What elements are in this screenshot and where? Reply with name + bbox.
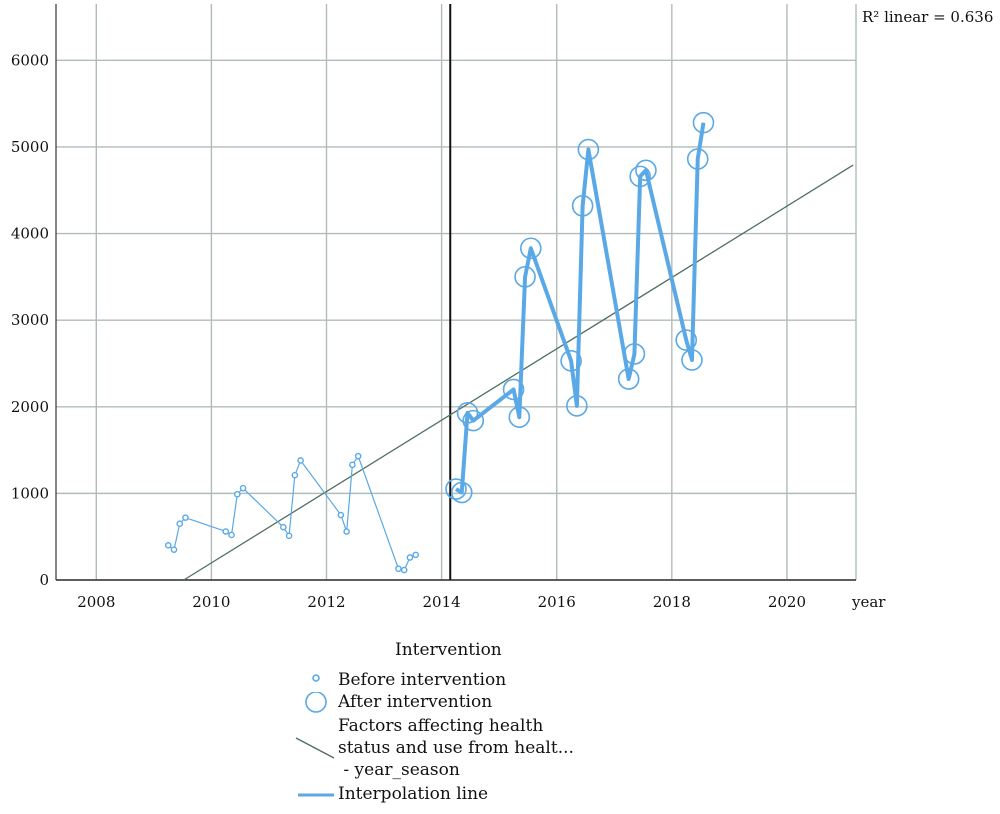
- data-point-before: [297, 457, 304, 464]
- linear-fit-line: [183, 164, 854, 581]
- data-point-after: [692, 111, 715, 134]
- data-point-before: [233, 490, 241, 498]
- large-circle-marker-icon: [305, 692, 327, 713]
- interpolation-line-after: [454, 122, 706, 495]
- x-tick-label: 2020: [768, 593, 806, 611]
- interpolation-line-before: [167, 455, 416, 571]
- data-point-before: [343, 528, 350, 535]
- fit-line-swatch-icon: [295, 737, 335, 759]
- y-tick-label: 2000: [11, 398, 49, 416]
- x-tick-label: 2014: [423, 593, 461, 611]
- grid-lines: [56, 4, 857, 581]
- legend-label-before: Before intervention: [338, 670, 507, 690]
- data-point-before: [337, 511, 345, 519]
- data-point-after: [571, 195, 594, 217]
- legend-label-fit-line3: - year_season: [338, 760, 460, 780]
- data-point-after: [577, 138, 600, 161]
- legend-label-fit-line2: status and use from healt...: [338, 738, 574, 758]
- data-point-before: [228, 531, 235, 539]
- data-point-after: [617, 368, 640, 390]
- data-point-before: [349, 461, 356, 469]
- data-point-before: [285, 532, 293, 540]
- interpolation-swatch-icon: [298, 793, 334, 797]
- data-point-after: [623, 343, 646, 365]
- data-point-after: [462, 409, 485, 432]
- data-point-after: [514, 266, 536, 288]
- x-axis-label: year: [851, 593, 886, 611]
- fit-line-group: [183, 164, 854, 581]
- data-point-before: [354, 452, 362, 460]
- data-point-before: [170, 546, 178, 553]
- legend-title: Intervention: [395, 640, 502, 660]
- data-point-after: [635, 159, 657, 182]
- y-tick-label: 1000: [11, 484, 49, 502]
- data-point-after: [450, 481, 473, 504]
- legend-item-interpolation: Interpolation line: [290, 784, 620, 806]
- legend-label-interpolation: Interpolation line: [338, 784, 489, 804]
- data-point-after: [502, 378, 525, 401]
- x-tick-label: 2012: [307, 593, 345, 611]
- data-point-before: [406, 554, 414, 561]
- data-point-after: [520, 237, 542, 260]
- y-tick-label: 5000: [11, 138, 49, 156]
- data-point-after: [675, 329, 698, 351]
- data-point-after: [560, 350, 582, 372]
- data-point-after: [566, 395, 588, 417]
- y-tick-label: 4000: [11, 225, 49, 243]
- data-marks: [164, 111, 715, 574]
- x-tick-label: 2008: [77, 593, 115, 611]
- x-tick-label: 2010: [192, 593, 230, 611]
- data-point-after: [686, 148, 709, 170]
- small-circle-marker-icon: [312, 674, 320, 682]
- y-tick-label: 6000: [11, 51, 49, 69]
- r2-annotation: R² linear = 0.636: [862, 8, 994, 26]
- legend-item-fit: Factors affecting health status and use …: [290, 716, 620, 786]
- data-point-before: [182, 514, 189, 521]
- data-point-before: [400, 566, 408, 574]
- data-point-after: [456, 402, 479, 424]
- x-tick-label: 2018: [653, 593, 691, 611]
- legend-item-before: Before intervention: [290, 670, 620, 692]
- data-point-before: [239, 484, 247, 492]
- data-point-before: [176, 520, 184, 527]
- y-tick-label: 3000: [11, 311, 49, 329]
- legend-item-after: After intervention: [290, 692, 620, 716]
- legend-label-fit-line1: Factors affecting health: [338, 716, 544, 736]
- data-point-after: [445, 478, 467, 500]
- data-point-after: [629, 165, 651, 188]
- data-point-before: [291, 471, 299, 479]
- tick-labels: 0 1000 2000 3000 4000 5000 6000 2008 2010 2012 201…: [11, 51, 886, 611]
- x-tick-label: 2016: [538, 593, 576, 611]
- legend-label-after: After intervention: [338, 692, 493, 712]
- data-point-before: [164, 542, 172, 549]
- data-point-before: [412, 551, 420, 559]
- axes: [55, 4, 856, 581]
- data-point-before: [395, 565, 402, 573]
- data-point-after: [681, 349, 703, 371]
- data-point-before: [222, 528, 230, 535]
- data-point-before: [280, 523, 287, 531]
- y-tick-label: 0: [39, 571, 49, 589]
- data-point-after: [508, 406, 531, 428]
